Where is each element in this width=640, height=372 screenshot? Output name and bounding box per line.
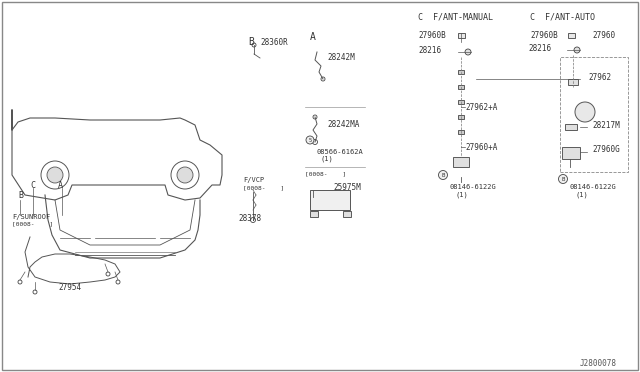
Text: (1): (1)	[321, 156, 333, 162]
Circle shape	[18, 280, 22, 284]
Text: 28217M: 28217M	[592, 121, 620, 129]
Bar	[458, 85, 464, 89]
Text: C  F/ANT-AUTO: C F/ANT-AUTO	[530, 13, 595, 22]
Text: (1): (1)	[456, 192, 468, 198]
Text: J2800078: J2800078	[580, 359, 617, 369]
Circle shape	[574, 47, 580, 53]
Text: 5: 5	[308, 138, 312, 142]
Circle shape	[33, 290, 37, 294]
Bar	[453, 157, 469, 167]
Text: 28216: 28216	[528, 44, 551, 52]
Text: F/SUNROOF: F/SUNROOF	[12, 214, 51, 220]
Circle shape	[116, 280, 120, 284]
Bar	[458, 115, 464, 119]
Text: B: B	[248, 37, 254, 47]
Text: B: B	[442, 173, 445, 177]
Circle shape	[321, 77, 325, 81]
Text: C: C	[30, 180, 35, 189]
Circle shape	[438, 170, 447, 180]
Text: A: A	[310, 32, 316, 42]
Text: 27960B: 27960B	[530, 31, 557, 39]
Bar	[568, 33, 575, 38]
Text: 27962: 27962	[588, 73, 611, 81]
Bar	[310, 211, 318, 217]
Circle shape	[313, 115, 317, 119]
Text: 08146-6122G: 08146-6122G	[450, 184, 497, 190]
Text: 27954: 27954	[58, 282, 81, 292]
Text: 28242MA: 28242MA	[327, 119, 360, 128]
Bar	[343, 211, 351, 217]
Text: 27962+A: 27962+A	[465, 103, 497, 112]
Circle shape	[312, 140, 317, 144]
Text: [0008-    ]: [0008- ]	[12, 221, 53, 227]
Text: B: B	[561, 176, 564, 182]
Text: 27960G: 27960G	[592, 144, 620, 154]
Circle shape	[47, 167, 63, 183]
Circle shape	[177, 167, 193, 183]
Circle shape	[559, 174, 568, 183]
Text: 27960+A: 27960+A	[465, 142, 497, 151]
Bar	[310, 190, 350, 210]
Text: C  F/ANT-MANUAL: C F/ANT-MANUAL	[418, 13, 493, 22]
Text: 25975M: 25975M	[333, 183, 361, 192]
Bar	[458, 70, 464, 74]
Text: (1): (1)	[576, 192, 589, 198]
Circle shape	[171, 161, 199, 189]
Text: 28360R: 28360R	[260, 38, 288, 46]
Text: 08566-6162A: 08566-6162A	[317, 149, 364, 155]
Circle shape	[41, 161, 69, 189]
Text: 27960: 27960	[592, 31, 615, 39]
Bar	[568, 79, 578, 85]
Bar	[565, 124, 577, 130]
Circle shape	[465, 49, 471, 55]
Text: A: A	[58, 180, 63, 189]
Text: [0008-    ]: [0008- ]	[305, 171, 346, 176]
Bar	[560, 57, 628, 172]
Bar	[458, 33, 465, 38]
Circle shape	[106, 272, 110, 276]
Text: 27960B: 27960B	[418, 31, 445, 39]
Text: 28378: 28378	[238, 214, 261, 222]
Bar	[562, 147, 580, 159]
Circle shape	[575, 102, 595, 122]
Text: F/VCP: F/VCP	[243, 177, 264, 183]
Circle shape	[250, 218, 255, 222]
Text: 28242M: 28242M	[327, 52, 355, 61]
Circle shape	[252, 43, 256, 47]
Bar	[458, 130, 464, 134]
Circle shape	[306, 136, 314, 144]
Text: [0008-    ]: [0008- ]	[243, 186, 284, 190]
Text: 08146-6122G: 08146-6122G	[570, 184, 617, 190]
Text: B: B	[18, 190, 23, 199]
Text: 28216: 28216	[418, 45, 441, 55]
Bar	[458, 100, 464, 104]
